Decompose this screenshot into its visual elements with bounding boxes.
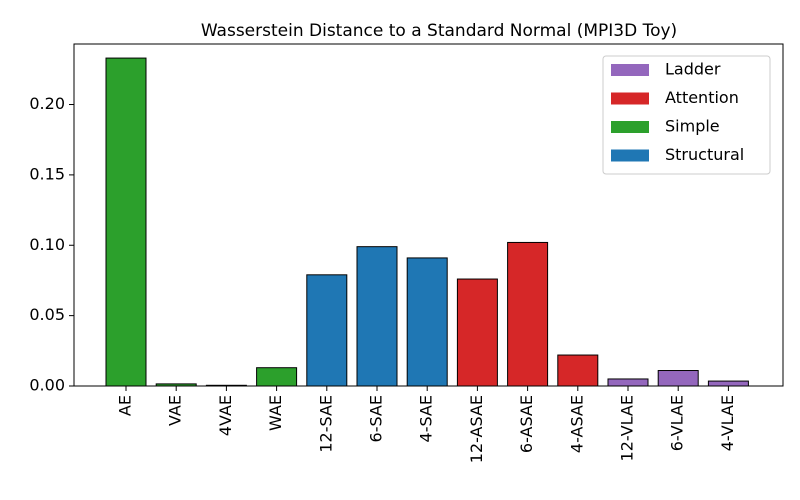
legend-swatch-simple bbox=[611, 121, 649, 133]
legend: Ladder Attention Simple Structural bbox=[602, 55, 771, 175]
x-tick-label: 12-ASAE bbox=[467, 395, 486, 463]
bar-4-asae bbox=[557, 354, 599, 387]
bar-wae bbox=[256, 367, 298, 387]
bars-group bbox=[105, 57, 749, 387]
legend-label-simple: Simple bbox=[665, 117, 720, 136]
y-tick-label: 0.10 bbox=[29, 235, 65, 254]
x-tick-label: 4-SAE bbox=[417, 395, 436, 442]
x-tick-label: 4-ASAE bbox=[567, 395, 586, 453]
x-tick-label: VAE bbox=[166, 395, 185, 426]
bar-12-sae bbox=[306, 274, 348, 387]
x-tick-label: 12-SAE bbox=[316, 395, 335, 453]
x-tick-label: 4VAE bbox=[216, 395, 235, 436]
legend-swatch-ladder bbox=[611, 64, 649, 76]
y-axis: 0.00 0.05 0.10 0.15 0.20 bbox=[29, 94, 74, 395]
bar-6-asae bbox=[507, 241, 549, 387]
legend-box bbox=[602, 55, 771, 175]
bar-ae bbox=[105, 57, 147, 387]
x-tick-label: 6-ASAE bbox=[517, 395, 536, 453]
bar-4-sae bbox=[406, 257, 448, 387]
x-tick-label: 4-VLAE bbox=[718, 395, 737, 451]
x-tick-label: 6-VLAE bbox=[668, 395, 687, 451]
bar-6-vlae bbox=[657, 370, 699, 387]
legend-label-structural: Structural bbox=[665, 145, 744, 164]
chart-title: Wasserstein Distance to a Standard Norma… bbox=[201, 21, 677, 41]
legend-label-ladder: Ladder bbox=[665, 60, 721, 79]
x-tick-label: 12-VLAE bbox=[618, 395, 637, 461]
bar-4-vlae bbox=[707, 380, 749, 387]
x-tick-label: WAE bbox=[266, 395, 285, 431]
bar-12-asae bbox=[456, 278, 498, 387]
x-tick-label: 6-SAE bbox=[367, 395, 386, 442]
legend-label-attention: Attention bbox=[665, 88, 739, 107]
plot-frame bbox=[73, 43, 784, 387]
legend-swatch-structural bbox=[611, 149, 649, 162]
bar-6-sae bbox=[356, 246, 398, 387]
y-tick-label: 0.20 bbox=[29, 94, 65, 113]
y-tick-label: 0.00 bbox=[29, 376, 65, 395]
bar-12-vlae bbox=[607, 378, 649, 387]
x-tick-label: AE bbox=[116, 395, 135, 416]
x-axis: AE VAE 4VAE WAE 12-SAE 6-SAE 4-SAE 12-ASAE 6-ASA… bbox=[116, 386, 737, 463]
legend-swatch-attention bbox=[611, 92, 649, 105]
y-tick-label: 0.15 bbox=[29, 164, 65, 183]
y-tick-label: 0.05 bbox=[29, 305, 65, 324]
